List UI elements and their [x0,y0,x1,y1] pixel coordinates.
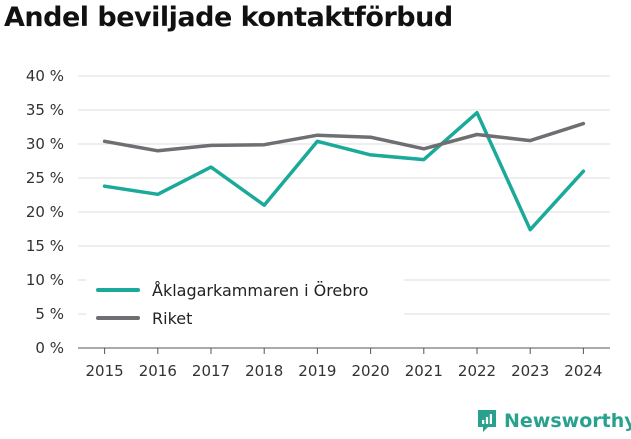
y-tick-label: 40 % [26,67,64,85]
y-tick-label: 5 % [35,305,64,323]
y-tick-label: 30 % [26,135,64,153]
y-tick-label: 20 % [26,203,64,221]
newsworthy-brand: Newsworthy [476,408,631,434]
x-tick-label: 2019 [298,362,336,380]
y-tick-label: 35 % [26,101,64,119]
y-tick-label: 15 % [26,237,64,255]
chart-title: Andel beviljade kontaktförbud [4,2,453,33]
brand-name: Newsworthy [504,410,631,432]
x-tick-label: 2021 [405,362,443,380]
axes: 0 % 5 % 10 % 15 % 20 % 25 % 30 % 35 % 40 % 2015 20… [26,67,603,380]
x-tick-label: 2017 [192,362,230,380]
newsworthy-logo-icon [478,410,496,432]
x-tick-label: 2018 [245,362,283,380]
legend-background [86,272,404,336]
legend-label: Åklagarkammaren i Örebro [152,281,368,300]
y-tick-label: 0 % [35,339,64,357]
y-tick-label: 25 % [26,169,64,187]
series-lines [102,110,586,232]
legend: Åklagarkammaren i Örebro Riket [86,272,404,336]
series-line-0 [102,110,586,232]
x-tick-label: 2016 [139,362,177,380]
series-line-1 [102,121,586,153]
line-chart: 0 % 5 % 10 % 15 % 20 % 25 % 30 % 35 % 40 % 2015 20… [26,67,610,380]
x-tick-label: 2023 [511,362,549,380]
x-tick-label: 2022 [458,362,496,380]
y-tick-label: 10 % [26,271,64,289]
x-tick-label: 2024 [564,362,602,380]
x-tick-label: 2020 [352,362,390,380]
legend-label: Riket [152,309,192,328]
x-tick-label: 2015 [86,362,124,380]
